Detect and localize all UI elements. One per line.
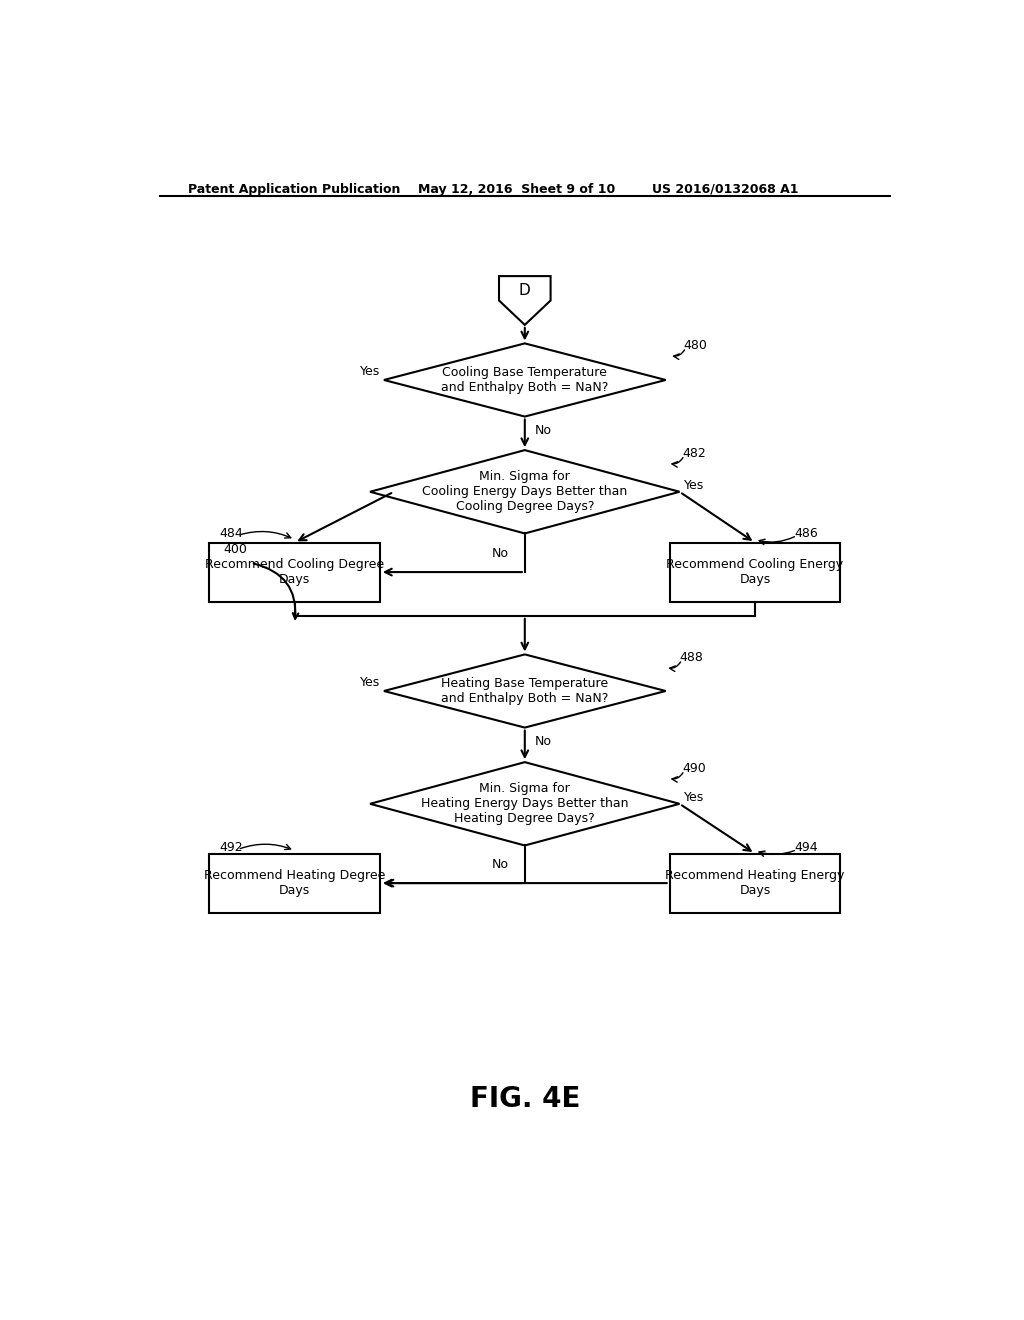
Text: FIG. 4E: FIG. 4E — [470, 1085, 580, 1113]
Text: No: No — [492, 858, 509, 871]
Text: Yes: Yes — [684, 479, 703, 492]
Text: No: No — [535, 735, 551, 748]
Text: 400: 400 — [223, 544, 247, 556]
Text: 482: 482 — [682, 446, 706, 459]
Text: 480: 480 — [684, 339, 708, 352]
Text: Yes: Yes — [359, 676, 380, 689]
Text: Min. Sigma for
Cooling Energy Days Better than
Cooling Degree Days?: Min. Sigma for Cooling Energy Days Bette… — [422, 470, 628, 513]
Text: Min. Sigma for
Heating Energy Days Better than
Heating Degree Days?: Min. Sigma for Heating Energy Days Bette… — [421, 783, 629, 825]
Text: 486: 486 — [795, 527, 818, 540]
Text: Patent Application Publication: Patent Application Publication — [187, 183, 400, 195]
Text: 494: 494 — [795, 841, 818, 854]
Text: 484: 484 — [219, 527, 243, 540]
Text: 488: 488 — [680, 651, 703, 664]
Text: Recommend Heating Energy
Days: Recommend Heating Energy Days — [666, 869, 845, 898]
Bar — [209, 543, 380, 602]
Text: No: No — [535, 424, 551, 437]
Text: 490: 490 — [682, 762, 706, 775]
Bar — [670, 543, 841, 602]
Bar — [670, 854, 841, 912]
Text: 492: 492 — [219, 841, 243, 854]
Text: Cooling Base Temperature
and Enthalpy Both = NaN?: Cooling Base Temperature and Enthalpy Bo… — [441, 366, 608, 393]
Bar — [209, 854, 380, 912]
Text: Recommend Cooling Degree
Days: Recommend Cooling Degree Days — [205, 558, 384, 586]
Text: D: D — [519, 284, 530, 298]
Text: Yes: Yes — [684, 791, 703, 804]
Text: Heating Base Temperature
and Enthalpy Both = NaN?: Heating Base Temperature and Enthalpy Bo… — [441, 677, 608, 705]
Text: Recommend Cooling Energy
Days: Recommend Cooling Energy Days — [667, 558, 844, 586]
Text: Recommend Heating Degree
Days: Recommend Heating Degree Days — [204, 869, 385, 898]
Text: May 12, 2016  Sheet 9 of 10: May 12, 2016 Sheet 9 of 10 — [418, 183, 615, 195]
Text: No: No — [492, 546, 509, 560]
Text: Yes: Yes — [359, 366, 380, 379]
Text: US 2016/0132068 A1: US 2016/0132068 A1 — [652, 183, 799, 195]
